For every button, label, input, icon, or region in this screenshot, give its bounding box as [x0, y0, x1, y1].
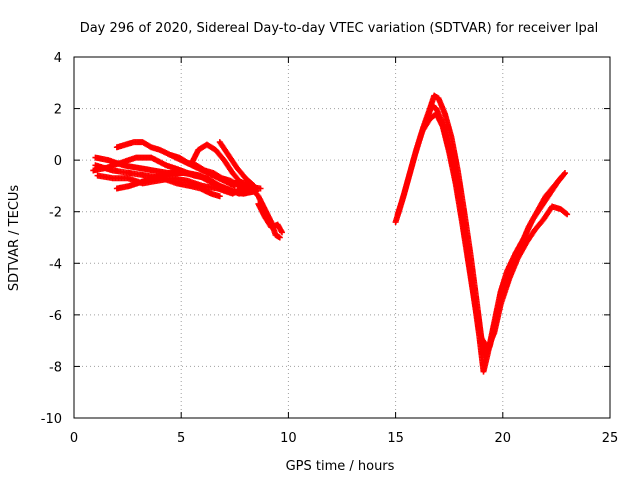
x-tick-label: 20	[495, 431, 512, 446]
y-tick-label: -2	[49, 206, 62, 221]
x-tick-label: 25	[602, 431, 619, 446]
tick-labels: 0 5 10 15 20 25 -10 -8 -6 -4 -2 0 2 4	[41, 51, 619, 446]
chart-title: Day 296 of 2020, Sidereal Day-to-day VTE…	[80, 21, 599, 36]
y-tick-label: -6	[49, 309, 62, 324]
y-tick-label: -8	[49, 360, 62, 375]
data-point	[559, 172, 566, 179]
plot-border	[73, 56, 611, 419]
data-point	[558, 173, 565, 180]
y-tick-label: 4	[54, 51, 62, 66]
x-tick-label: 5	[177, 431, 185, 446]
x-tick-label: 10	[280, 431, 297, 446]
y-axis-label: SDTVAR / TECUs	[7, 185, 22, 292]
data-point	[564, 211, 571, 218]
axes	[73, 56, 611, 419]
x-tick-label: 0	[70, 431, 78, 446]
series-track-7	[167, 151, 260, 195]
y-tick-label: 0	[54, 154, 62, 169]
series-track-6	[92, 162, 223, 200]
data-points	[90, 92, 571, 375]
data-point	[257, 185, 264, 192]
y-tick-label: -10	[41, 412, 62, 427]
series-track-5	[113, 170, 255, 197]
grid-lines	[74, 57, 610, 418]
series-track-11	[255, 200, 285, 236]
data-point	[276, 234, 283, 241]
data-point	[278, 229, 285, 236]
series-track-14	[420, 110, 571, 352]
data-point	[563, 210, 570, 217]
x-axis-label: GPS time / hours	[286, 459, 395, 474]
y-tick-label: 2	[54, 103, 62, 118]
x-tick-label: 15	[387, 431, 404, 446]
y-tick-label: -4	[49, 257, 62, 272]
data-point	[216, 193, 223, 200]
